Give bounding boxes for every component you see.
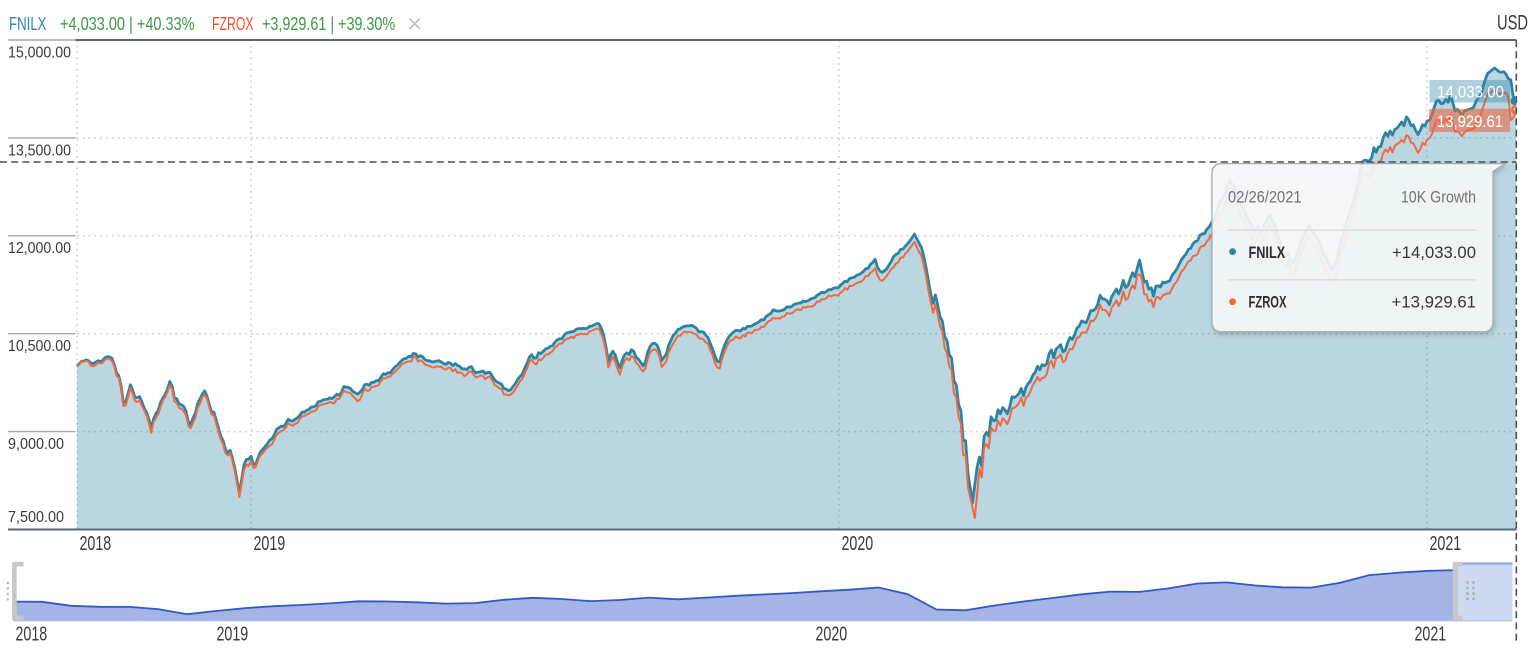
svg-text:+14,033.00: +14,033.00 [1392,243,1476,262]
svg-text:FZROX: FZROX [212,14,254,34]
svg-text:FZROX: FZROX [1249,293,1287,312]
svg-text:2019: 2019 [254,532,286,555]
svg-text:2021: 2021 [1415,623,1447,646]
svg-text:2019: 2019 [217,623,249,646]
svg-text:13,500.00: 13,500.00 [8,142,71,159]
svg-text:7,500.00: 7,500.00 [8,509,64,526]
svg-text:2020: 2020 [816,623,848,646]
svg-text:10K Growth: 10K Growth [1401,189,1476,207]
svg-text:FNILX: FNILX [1249,243,1286,262]
svg-text:12,000.00: 12,000.00 [8,240,71,257]
svg-text:+3,929.61 | +39.30%: +3,929.61 | +39.30% [262,14,395,34]
svg-text:2021: 2021 [1430,532,1462,555]
svg-text:9,000.00: 9,000.00 [8,436,64,453]
svg-text:10,500.00: 10,500.00 [8,338,71,355]
svg-text:02/26/2021: 02/26/2021 [1228,189,1302,207]
svg-text:13,929.61: 13,929.61 [1437,112,1503,131]
svg-text:FNILX: FNILX [9,14,47,34]
svg-text:14,033.00: 14,033.00 [1437,83,1504,102]
svg-text:15,000.00: 15,000.00 [8,44,71,61]
svg-text:2018: 2018 [80,532,112,555]
svg-text:USD: USD [1497,11,1528,35]
svg-text:2018: 2018 [16,623,48,646]
svg-text:+4,033.00 | +40.33%: +4,033.00 | +40.33% [60,14,195,34]
svg-text:+13,929.61: +13,929.61 [1392,293,1477,312]
svg-text:2020: 2020 [842,532,874,555]
